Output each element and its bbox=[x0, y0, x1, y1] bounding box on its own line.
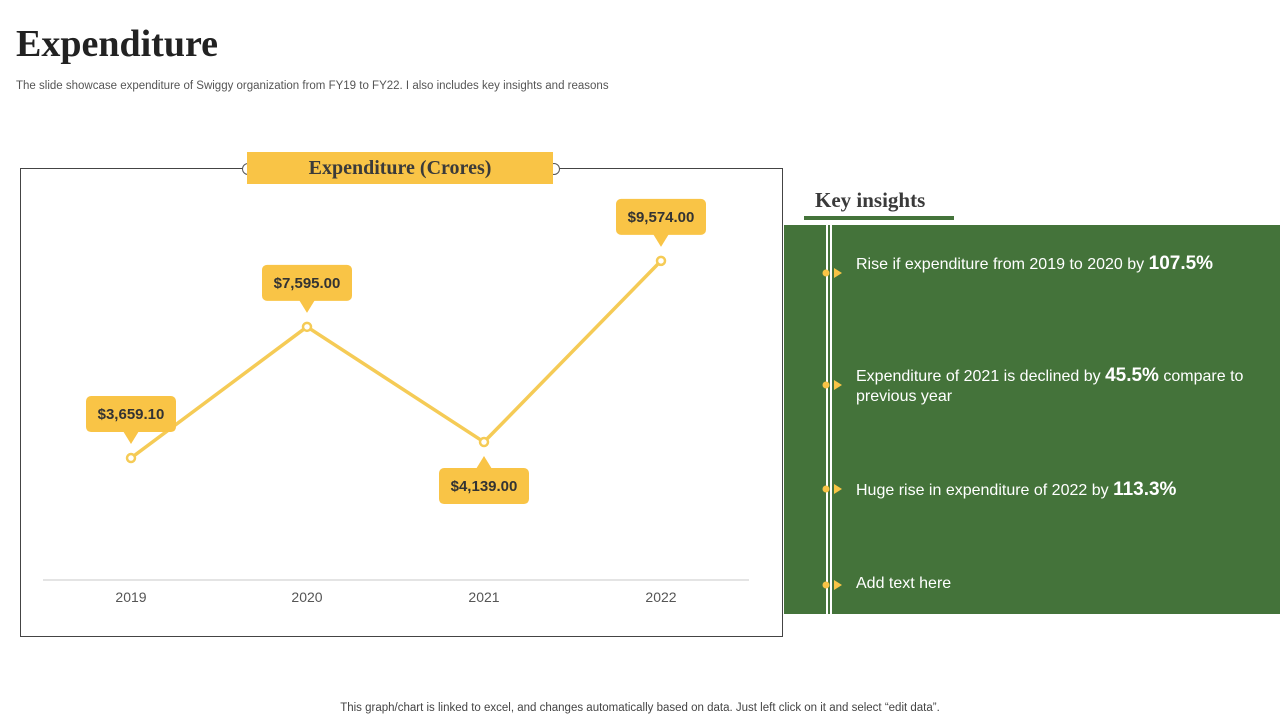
data-label: $4,139.00 bbox=[451, 478, 518, 495]
data-label-pointer bbox=[123, 431, 139, 445]
data-label: $9,574.00 bbox=[628, 209, 695, 226]
data-label: $7,595.00 bbox=[274, 275, 341, 292]
footer-note: This graph/chart is linked to excel, and… bbox=[340, 702, 940, 714]
chart-title: Expenditure (Crores) bbox=[247, 152, 553, 184]
x-tick-label: 2019 bbox=[115, 589, 146, 605]
data-label: $3,659.10 bbox=[98, 406, 165, 423]
x-tick-label: 2021 bbox=[468, 589, 499, 605]
data-point[interactable] bbox=[125, 452, 137, 464]
insight-highlight: 45.5% bbox=[1105, 365, 1159, 386]
timeline-line-left bbox=[826, 225, 828, 614]
data-label-box bbox=[439, 468, 529, 505]
insight-text: Add text here bbox=[856, 575, 952, 592]
insight-bullet-icon bbox=[822, 481, 842, 494]
insights-panel bbox=[784, 225, 1280, 614]
data-point[interactable] bbox=[301, 321, 313, 333]
insight-item-4: Add text here bbox=[856, 574, 1256, 594]
data-point[interactable] bbox=[655, 255, 667, 267]
insight-highlight: 107.5% bbox=[1148, 253, 1214, 274]
insight-text: Rise if expenditure from 2019 to 2020 by bbox=[856, 256, 1149, 273]
insight-bullet-icon bbox=[822, 377, 842, 390]
data-label-box bbox=[86, 396, 176, 433]
insight-item-1: Rise if expenditure from 2019 to 2020 by… bbox=[856, 254, 1256, 275]
insight-text: Expenditure of 2021 is declined by bbox=[856, 368, 1106, 385]
insight-item-3: Huge rise in expenditure of 2022 by 113.… bbox=[856, 480, 1256, 501]
data-label-box bbox=[262, 264, 352, 301]
page-subtitle: The slide showcase expenditure of Swiggy… bbox=[16, 80, 609, 92]
x-tick-label: 2020 bbox=[291, 589, 322, 605]
data-label-pointer bbox=[653, 233, 669, 247]
data-label-box bbox=[616, 198, 706, 235]
insights-underline bbox=[804, 216, 954, 220]
insight-text: Huge rise in expenditure of 2022 by bbox=[856, 482, 1114, 499]
data-point[interactable] bbox=[478, 436, 490, 448]
insight-bullet-icon bbox=[822, 265, 842, 278]
data-label-pointer bbox=[299, 299, 315, 313]
x-tick-label: 2022 bbox=[645, 589, 676, 605]
timeline-line-right bbox=[830, 225, 832, 614]
insight-text-tail: compare to previous year bbox=[856, 368, 1244, 405]
page-title: Expenditure bbox=[16, 23, 219, 65]
insight-highlight: 113.3% bbox=[1113, 479, 1177, 500]
insights-heading: Key insights bbox=[815, 188, 926, 212]
insight-bullet-icon bbox=[822, 577, 842, 590]
series-line bbox=[129, 259, 663, 460]
data-label-pointer bbox=[476, 456, 492, 470]
insight-item-2: Expenditure of 2021 is declined by 45.5%… bbox=[856, 366, 1256, 407]
